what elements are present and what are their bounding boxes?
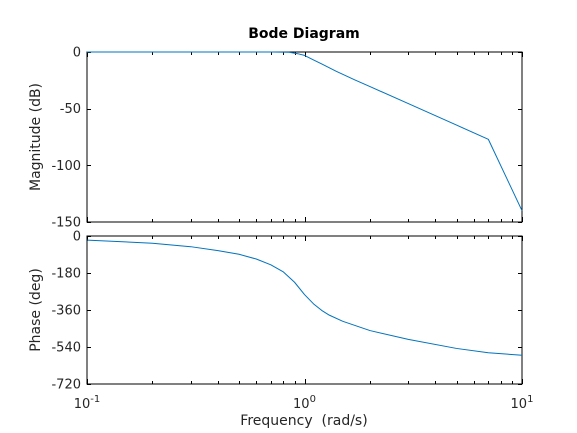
magnitude-ytick-label: -50 <box>60 102 81 117</box>
x-tick-labels: 10-1 100 101 <box>74 394 534 412</box>
phase-ytick-label: -540 <box>51 341 81 356</box>
chart-title: Bode Diagram <box>248 26 360 42</box>
phase-ticks: 0 -180 -360 -540 -720 <box>51 230 523 393</box>
x-tick-label: 10-1 <box>74 394 101 412</box>
magnitude-axes-frame <box>86 51 523 223</box>
magnitude-series-line <box>87 51 523 211</box>
phase-ylabel: Phase (deg) <box>28 268 44 352</box>
magnitude-panel: 0 -50 -100 -150 Magnitude (dB) <box>28 46 523 231</box>
x-axis-label: Frequency (rad/s) <box>240 413 367 429</box>
phase-ytick-label: -360 <box>51 304 81 319</box>
magnitude-ytick-label: 0 <box>73 46 81 61</box>
magnitude-ytick-label: -150 <box>51 216 81 231</box>
magnitude-ytick-label: -100 <box>51 159 81 174</box>
phase-axes-frame <box>86 235 523 385</box>
phase-ytick-label: -180 <box>51 267 81 282</box>
phase-panel: 0 -180 -360 -540 -720 Phase (deg) <box>28 230 523 393</box>
x-tick-label: 100 <box>293 394 316 412</box>
magnitude-ylabel: Magnitude (dB) <box>28 83 44 191</box>
phase-series-line <box>86 239 523 356</box>
x-tick-label: 101 <box>511 394 534 412</box>
phase-ytick-label: -720 <box>51 378 81 393</box>
phase-ytick-label: 0 <box>73 230 81 245</box>
magnitude-ticks: 0 -50 -100 -150 <box>51 46 523 231</box>
